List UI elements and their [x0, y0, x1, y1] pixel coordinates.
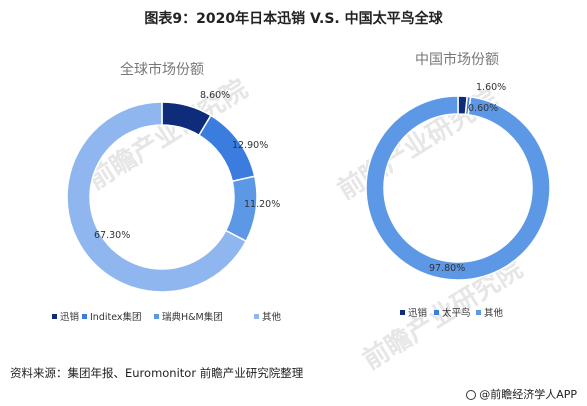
donut-china: 1.60% 0.60% 97.80% [365, 82, 551, 281]
legend-global: 迅销 Inditex集团 瑞典H&M集团 其他 [52, 311, 282, 323]
data-label: 8.60% [200, 90, 230, 101]
source-note: 资料来源：集团年报、Euromonitor 前瞻产业研究院整理 [10, 366, 304, 380]
chart-title-global: 全球市场份额 [120, 61, 204, 78]
data-label: 12.90% [232, 140, 268, 151]
legend-label: 迅销 [60, 311, 80, 323]
app-logo-icon [466, 390, 477, 400]
data-label: 11.20% [244, 199, 280, 210]
data-label: 67.30% [94, 230, 130, 241]
credit-text: @前瞻经济学人APP [479, 388, 577, 401]
legend-label: 其他 [484, 307, 504, 319]
legend-swatch [254, 314, 259, 319]
donut-slice [365, 95, 551, 281]
data-label: 97.80% [429, 263, 465, 274]
donut-global: 8.60% 12.90% 11.20% 67.30% [66, 90, 280, 293]
legend-swatch [434, 310, 439, 315]
legend-label: 瑞典H&M集团 [162, 311, 223, 323]
legend-swatch [52, 314, 57, 319]
legend-swatch [400, 310, 405, 315]
legend-label: 迅销 [408, 307, 428, 319]
legend-swatch [476, 310, 481, 315]
data-label: 0.60% [468, 103, 498, 114]
legend-label: 其他 [262, 311, 282, 323]
page-title: 图表9：2020年日本迅销 V.S. 中国太平鸟全球 [144, 11, 443, 27]
legend-china: 迅销 太平鸟 其他 [400, 307, 504, 319]
credit: @前瞻经济学人APP [466, 386, 577, 402]
data-label: 1.60% [476, 82, 506, 93]
legend-label: Inditex集团 [90, 311, 142, 323]
legend-swatch [154, 314, 159, 319]
chart-title-china: 中国市场份额 [415, 51, 499, 68]
donut-slice [66, 101, 248, 293]
legend-label: 太平鸟 [442, 307, 471, 319]
legend-swatch [82, 314, 87, 319]
